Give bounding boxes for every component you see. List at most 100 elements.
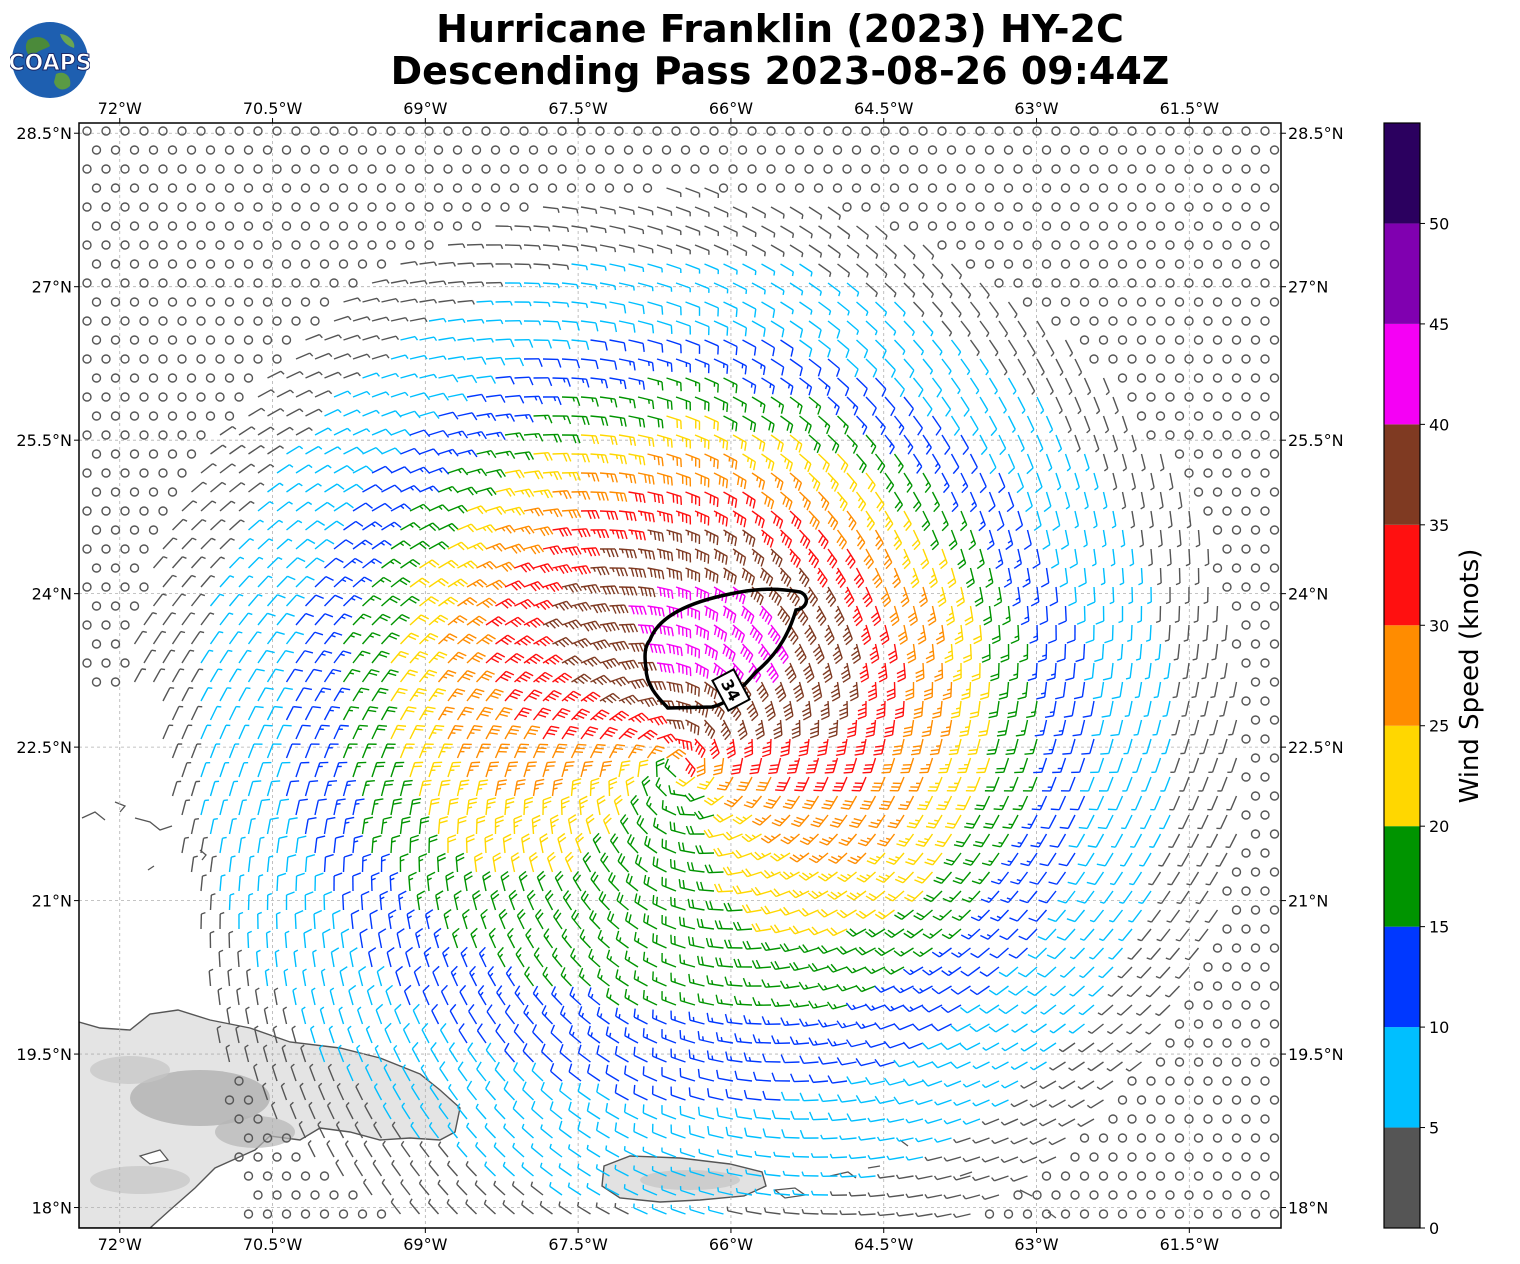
barb-half-flag: [625, 473, 628, 479]
barb-flag: [700, 551, 703, 561]
barb-shaft: [514, 376, 530, 379]
calm-circle: [1079, 221, 1090, 231]
calm-circle: [376, 259, 387, 269]
wind-barb: [272, 202, 282, 212]
calm-circle: [1117, 221, 1128, 231]
calm-circle: [272, 164, 282, 174]
calm-circle: [1222, 126, 1232, 136]
calm-circle: [937, 202, 947, 212]
wind-barb: [234, 126, 244, 136]
wind-barb: [775, 145, 786, 155]
barb-shaft: [552, 339, 568, 342]
wind-barb: [761, 263, 776, 276]
wind-barb: [428, 280, 447, 286]
wind-barb: [1136, 183, 1147, 193]
wind-barb: [576, 164, 586, 174]
calm-circle: [775, 145, 786, 155]
wind-barb: [1231, 183, 1242, 193]
barb-half-flag: [576, 246, 579, 252]
wind-barb: [965, 221, 976, 231]
barb-shaft: [533, 263, 549, 266]
wind-barb: [120, 240, 130, 250]
wind-barb: [538, 126, 548, 136]
calm-circle: [234, 126, 244, 136]
wind-barb: [224, 259, 235, 269]
barb-half-flag: [585, 228, 588, 233]
calm-circle: [528, 145, 539, 155]
calm-circle: [1250, 145, 1261, 155]
calm-circle: [139, 202, 149, 212]
barb-shaft: [618, 244, 634, 250]
wind-barbs: [82, 126, 1280, 1219]
wind-barb: [718, 183, 729, 193]
calm-circle: [500, 126, 510, 136]
calm-circle: [604, 183, 615, 193]
calm-circle: [1098, 145, 1109, 155]
calm-circle: [291, 126, 301, 136]
barb-flag: [670, 325, 673, 334]
wind-barb: [1260, 202, 1270, 212]
wind-barb: [457, 262, 475, 268]
calm-circle: [604, 145, 615, 155]
wind-barb: [675, 206, 691, 217]
wind-barb: [566, 183, 577, 193]
barb-half-flag: [557, 208, 560, 213]
wind-barb: [205, 259, 216, 269]
calm-circle: [956, 240, 966, 250]
barb-half-flag: [619, 379, 622, 385]
calm-circle: [424, 126, 434, 136]
wind-barb: [1231, 145, 1242, 155]
barb-shaft: [856, 263, 869, 275]
wind-barb: [1003, 221, 1014, 231]
calm-circle: [205, 259, 216, 269]
calm-circle: [595, 164, 605, 174]
wind-barb: [253, 164, 263, 174]
wind-barb: [1013, 202, 1023, 212]
barb-half-flag: [632, 286, 635, 291]
wind-barb: [509, 183, 520, 193]
calm-circle: [766, 126, 776, 136]
wind-barb: [950, 263, 963, 280]
calm-circle: [642, 145, 653, 155]
calm-circle: [794, 183, 805, 193]
wind-barb: [922, 244, 935, 260]
calm-circle: [794, 145, 805, 155]
calm-circle: [832, 183, 843, 193]
calm-circle: [139, 164, 149, 174]
wind-barb: [1212, 259, 1223, 269]
calm-circle: [946, 145, 957, 155]
calm-circle: [348, 164, 358, 174]
wind-barb: [1079, 145, 1090, 155]
calm-circle: [110, 183, 121, 193]
wind-barb: [552, 263, 570, 270]
barb-shaft: [1178, 605, 1181, 622]
calm-circle: [557, 164, 567, 174]
calm-circle: [652, 126, 662, 136]
wind-barb: [82, 126, 92, 136]
wind-barb: [837, 263, 851, 278]
barb-shaft: [770, 206, 785, 215]
wind-barb: [1193, 221, 1204, 231]
wind-barb: [713, 206, 729, 218]
wind-barb: [177, 126, 187, 136]
barb-shaft: [590, 225, 606, 230]
barb-half-flag: [557, 246, 560, 251]
calm-circle: [1269, 259, 1280, 269]
calm-circle: [946, 183, 957, 193]
barb-shaft: [552, 452, 568, 455]
calm-circle: [1003, 221, 1014, 231]
wind-barb: [1184, 202, 1194, 212]
wind-barb: [751, 244, 766, 257]
calm-circle: [1203, 240, 1213, 250]
wind-barb: [158, 126, 168, 136]
calm-circle: [452, 183, 463, 193]
calm-circle: [272, 278, 282, 288]
wind-barb: [542, 244, 560, 251]
wind-barb: [808, 244, 823, 258]
calm-circle: [1117, 145, 1128, 155]
wind-barb: [561, 206, 579, 214]
barb-shaft: [704, 263, 719, 271]
wind-barb: [196, 278, 206, 288]
calm-circle: [129, 183, 140, 193]
barb-shaft: [827, 244, 841, 255]
